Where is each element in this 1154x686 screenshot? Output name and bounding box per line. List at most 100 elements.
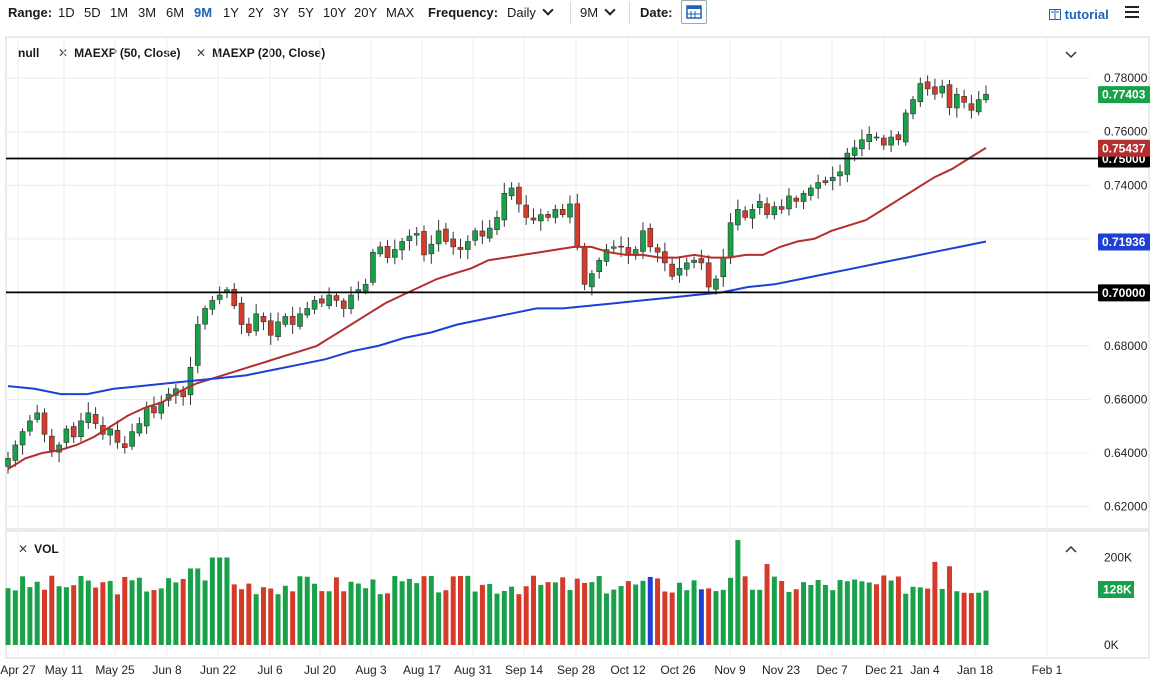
y-tick-label: 0.64000 xyxy=(1104,446,1148,460)
x-tick-label: Aug 31 xyxy=(454,663,492,677)
candle xyxy=(63,428,70,443)
candle xyxy=(165,393,172,401)
volume-bar xyxy=(239,589,245,645)
candle xyxy=(829,176,836,182)
range-button-9m[interactable]: 9M xyxy=(194,5,213,20)
candle xyxy=(669,263,675,277)
x-tick-label: Aug 17 xyxy=(403,663,441,677)
volume-bar xyxy=(881,575,887,645)
range-button-20y[interactable]: 20Y xyxy=(354,5,378,20)
candle xyxy=(472,230,478,241)
x-tick-label: Nov 9 xyxy=(714,663,746,677)
range-button-max[interactable]: MAX xyxy=(386,5,415,20)
volume-bar xyxy=(844,581,850,645)
candle xyxy=(406,235,413,241)
volume-bar xyxy=(538,584,544,645)
volume-bar xyxy=(136,577,142,645)
candle xyxy=(78,420,84,437)
volume-bar xyxy=(706,588,712,645)
collapse-chevron-icon[interactable] xyxy=(1065,51,1077,59)
volume-bar xyxy=(866,582,872,645)
candle xyxy=(479,230,486,237)
tutorial-link[interactable]: tutorial xyxy=(1049,7,1109,22)
candle xyxy=(107,428,113,436)
range-button-6m[interactable]: 6M xyxy=(166,5,185,20)
candle xyxy=(720,257,727,278)
candle xyxy=(523,204,529,218)
range-button-10y[interactable]: 10Y xyxy=(323,5,347,20)
x-tick-label: Jan 4 xyxy=(910,663,940,677)
volume-bar xyxy=(611,589,617,645)
candle xyxy=(742,210,748,218)
volume-bar xyxy=(93,587,99,645)
calendar-icon[interactable] xyxy=(681,0,707,24)
volume-bar xyxy=(27,587,33,645)
range-button-1d[interactable]: 1D xyxy=(58,5,75,20)
range-button-1y[interactable]: 1Y xyxy=(223,5,239,20)
volume-bar xyxy=(560,577,566,645)
candle xyxy=(319,298,325,304)
volume-bar xyxy=(187,568,193,645)
volume-bar xyxy=(808,584,814,645)
ma50-badge xyxy=(1098,139,1150,157)
range-button-3m[interactable]: 3M xyxy=(138,5,157,20)
y-tick-label: 0.72000 xyxy=(1104,232,1148,246)
candle xyxy=(180,390,186,398)
candle xyxy=(632,249,639,256)
candle xyxy=(793,197,800,202)
candle xyxy=(844,152,851,175)
candle xyxy=(377,246,384,255)
chevron-down-icon xyxy=(542,4,554,16)
volume-bar xyxy=(443,590,449,645)
candle xyxy=(114,430,121,443)
candle xyxy=(683,262,690,270)
volume-bar xyxy=(494,593,500,645)
volume-bar xyxy=(669,592,675,645)
volume-bar xyxy=(852,579,858,645)
period-select[interactable]: 9M xyxy=(580,4,616,20)
volume-bar xyxy=(231,584,237,645)
range-button-5d[interactable]: 5D xyxy=(84,5,101,20)
volume-bar xyxy=(939,588,945,645)
volume-bar xyxy=(779,581,785,645)
x-tick-label: Sep 28 xyxy=(557,663,595,677)
volume-bar xyxy=(596,576,602,645)
candle xyxy=(589,273,595,288)
book-icon xyxy=(1049,9,1061,20)
close-icon[interactable]: ✕ xyxy=(196,46,207,60)
frequency-select[interactable]: Daily xyxy=(507,4,554,20)
volume-bar xyxy=(385,593,391,645)
last-volume-badge xyxy=(1098,581,1134,598)
candle xyxy=(596,259,602,273)
volume-bar xyxy=(947,566,953,645)
range-button-3y[interactable]: 3Y xyxy=(273,5,289,20)
expand-chevron-icon[interactable] xyxy=(1065,545,1077,553)
volume-bar xyxy=(633,584,639,645)
range-button-5y[interactable]: 5Y xyxy=(298,5,314,20)
candle xyxy=(392,249,398,258)
volume-bar xyxy=(545,582,551,645)
hamburger-menu-icon[interactable] xyxy=(1125,6,1139,18)
volume-bar xyxy=(523,586,529,645)
volume-bar xyxy=(925,588,931,645)
volume-bar xyxy=(472,591,478,645)
candle xyxy=(625,247,632,256)
volume-bar xyxy=(158,588,164,645)
close-icon[interactable]: ✕ xyxy=(18,542,29,556)
volume-bar xyxy=(655,578,661,645)
candle xyxy=(917,83,924,103)
candle xyxy=(435,230,442,245)
range-button-2y[interactable]: 2Y xyxy=(248,5,264,20)
candle xyxy=(92,413,99,424)
ma200-badge-label: 0.71936 xyxy=(1102,235,1146,249)
close-icon[interactable]: ✕ xyxy=(58,46,69,60)
candle xyxy=(932,86,938,95)
level-badge-070-label: 0.70000 xyxy=(1102,286,1146,300)
volume-bar xyxy=(304,576,310,645)
volume-bar xyxy=(501,591,507,645)
candle xyxy=(12,444,19,461)
volume-bar xyxy=(71,585,77,645)
candle xyxy=(450,238,457,248)
range-button-1m[interactable]: 1M xyxy=(110,5,129,20)
volume-bar xyxy=(530,575,536,645)
